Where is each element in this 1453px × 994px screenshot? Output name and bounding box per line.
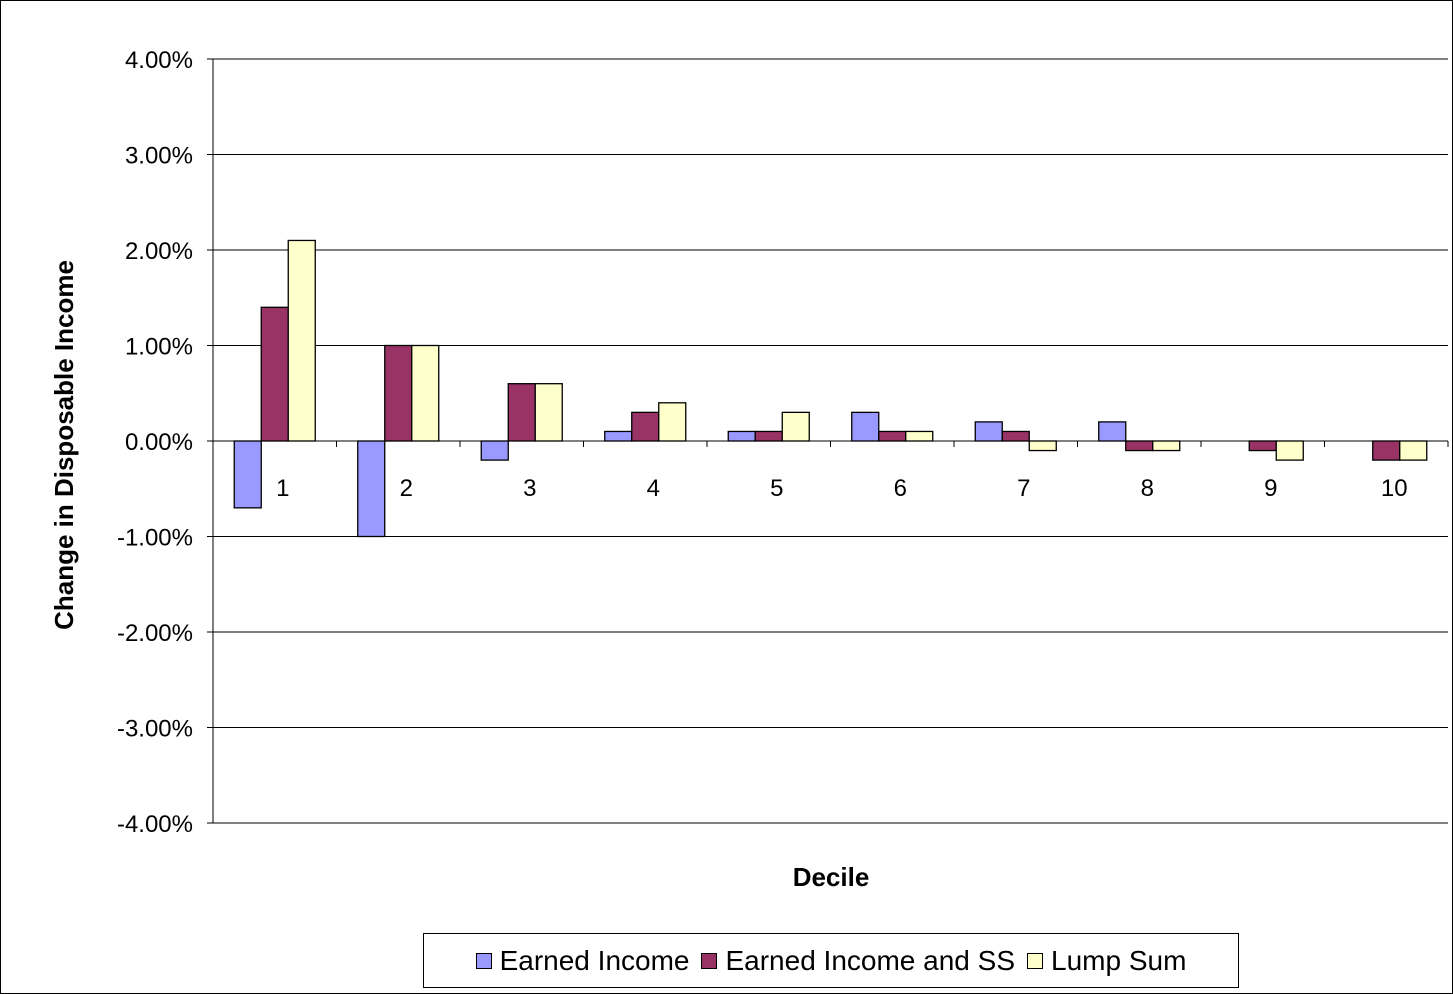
x-tick-label: 7 [1017, 475, 1030, 502]
bar-lump-sum-decile-7 [1028, 440, 1057, 452]
bar-earned-income-and-ss-decile-7 [1001, 430, 1030, 442]
bar-lump-sum-decile-10 [1399, 440, 1428, 461]
bar-lump-sum-decile-9 [1275, 440, 1304, 461]
bar-earned-income-decile-4 [604, 430, 633, 442]
x-tick-label: 10 [1381, 475, 1408, 502]
legend-label-lump-sum: Lump Sum [1051, 944, 1187, 976]
bar-earned-income-and-ss-decile-2 [384, 344, 413, 442]
bar-earned-income-decile-8 [1098, 421, 1127, 442]
bar-earned-income-and-ss-decile-10 [1372, 440, 1401, 461]
y-tick-label: -4.00% [117, 811, 193, 838]
bar-lump-sum-decile-2 [411, 344, 440, 442]
legend: Earned Income Earned Income and SS Lump … [423, 933, 1239, 988]
x-tick-label: 1 [276, 475, 289, 502]
bar-lump-sum-decile-6 [905, 430, 934, 442]
x-tick-label: 9 [1264, 475, 1277, 502]
legend-item-earned-income-and-ss: Earned Income and SS [701, 945, 1015, 977]
y-tick-label: -1.00% [117, 525, 193, 552]
bar-earned-income-and-ss-decile-6 [878, 430, 907, 442]
y-axis-title: Change in Disposable Income [49, 260, 79, 630]
bar-earned-income-and-ss-decile-4 [631, 411, 660, 442]
bars [233, 239, 1428, 538]
bar-earned-income-and-ss-decile-8 [1125, 440, 1154, 452]
bar-lump-sum-decile-3 [534, 383, 563, 442]
legend-swatch-earned-income [475, 952, 492, 969]
legend-item-lump-sum: Lump Sum [1027, 945, 1186, 977]
x-axis-title: Decile [793, 862, 870, 892]
tick-labels: 4.00% 3.00% 2.00% 1.00% 0.00% -1.00% -2.00% -3.… [117, 47, 1408, 838]
x-tick-label: 2 [400, 475, 413, 502]
bar-earned-income-decile-5 [727, 430, 756, 442]
bar-earned-income-decile-2 [357, 440, 386, 538]
bar-lump-sum-decile-4 [658, 402, 687, 442]
x-tick-label: 4 [647, 475, 660, 502]
bar-lump-sum-decile-8 [1152, 440, 1181, 452]
legend-label-earned-income: Earned Income [499, 944, 690, 976]
bar-earned-income-decile-1 [233, 440, 262, 509]
y-tick-label: 3.00% [125, 143, 193, 170]
legend-label-earned-income-and-ss: Earned Income and SS [725, 944, 1015, 976]
bar-earned-income-and-ss-decile-9 [1248, 440, 1277, 452]
legend-swatch-lump-sum [1027, 952, 1043, 969]
bar-earned-income-and-ss-decile-5 [754, 430, 783, 442]
axes [207, 58, 1449, 824]
y-tick-label: 1.00% [125, 334, 193, 361]
x-tick-label: 3 [523, 475, 536, 502]
y-tick-label: -3.00% [117, 716, 193, 743]
y-tick-label: 0.00% [125, 429, 193, 456]
y-tick-label: 2.00% [125, 238, 193, 265]
x-tick-label: 5 [770, 475, 783, 502]
bar-lump-sum-decile-1 [287, 239, 316, 442]
legend-item-earned-income: Earned Income [475, 944, 690, 977]
legend-swatch-earned-income-and-ss [701, 952, 718, 969]
x-tick-label: 8 [1141, 475, 1154, 502]
y-tick-label: -2.00% [117, 620, 193, 647]
x-tick-label: 6 [894, 475, 907, 502]
bar-earned-income-and-ss-decile-3 [507, 383, 536, 442]
bar-earned-income-and-ss-decile-1 [260, 306, 289, 442]
bar-earned-income-decile-3 [480, 440, 509, 461]
bar-earned-income-decile-6 [851, 411, 880, 442]
y-tick-label: 4.00% [125, 47, 193, 74]
bar-earned-income-decile-7 [974, 421, 1003, 442]
bar-lump-sum-decile-5 [781, 411, 810, 442]
